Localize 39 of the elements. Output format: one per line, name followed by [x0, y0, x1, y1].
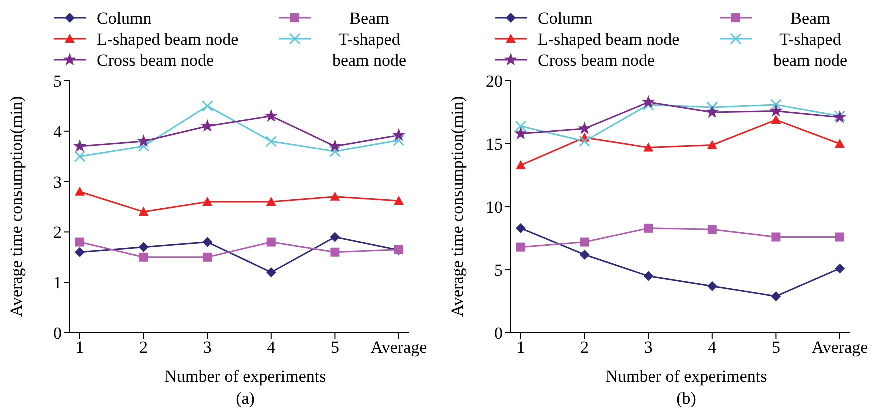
x-tick-label: 4	[267, 338, 276, 358]
x-axis-title: Number of experiments	[164, 367, 328, 387]
text: (a)	[235, 389, 256, 409]
y-tick-label: 15	[486, 135, 503, 154]
legend-label: Beam	[348, 8, 390, 29]
x-tick-label: 5	[330, 338, 340, 358]
y-tick-label: 2	[54, 223, 62, 242]
y-tick-label: 5	[494, 261, 503, 280]
y-tick-label: 3	[54, 172, 62, 192]
x-tick-label: 4	[708, 338, 718, 358]
y-tick-label: 20	[486, 72, 503, 92]
x-axis-title: Number of experiments	[604, 367, 768, 387]
y-tick-label: 5	[54, 72, 62, 92]
x-tick-label: 1	[516, 338, 526, 358]
y-axis-title: Average time consumption(min)	[7, 96, 26, 317]
y-tick-label: 4	[54, 122, 62, 142]
legend-label: L-shaped beam node	[538, 29, 681, 50]
x-tick-label: 2	[140, 338, 148, 358]
legend-label: L-shaped beam node	[97, 29, 240, 50]
x-tick-label: 2	[580, 338, 590, 358]
y-axis-title: Average time consumption(min)	[448, 96, 468, 317]
legend-label: Cross beam node	[538, 50, 656, 71]
legend-label: Column	[538, 8, 594, 29]
y-tick-label: 0	[494, 324, 503, 344]
y-tick-label: 1	[54, 274, 62, 293]
text: (b)	[676, 389, 698, 409]
x-tick-label: Average	[370, 338, 428, 358]
legend-label: Beam	[790, 8, 832, 29]
x-tick-label: 1	[76, 338, 84, 358]
legend-label: Column	[97, 8, 153, 29]
legend-label: T-shaped beam node	[772, 29, 849, 71]
y-tick-label: 0	[54, 324, 62, 344]
legend-label: T-shaped beam node	[331, 29, 408, 71]
y-tick-label: 10	[486, 198, 503, 218]
legend-label: Cross beam node	[97, 50, 216, 71]
x-tick-label: 3	[203, 338, 212, 358]
x-tick-label: 3	[644, 338, 653, 358]
x-tick-label: Average	[812, 338, 868, 358]
x-tick-label: 5	[772, 338, 780, 358]
